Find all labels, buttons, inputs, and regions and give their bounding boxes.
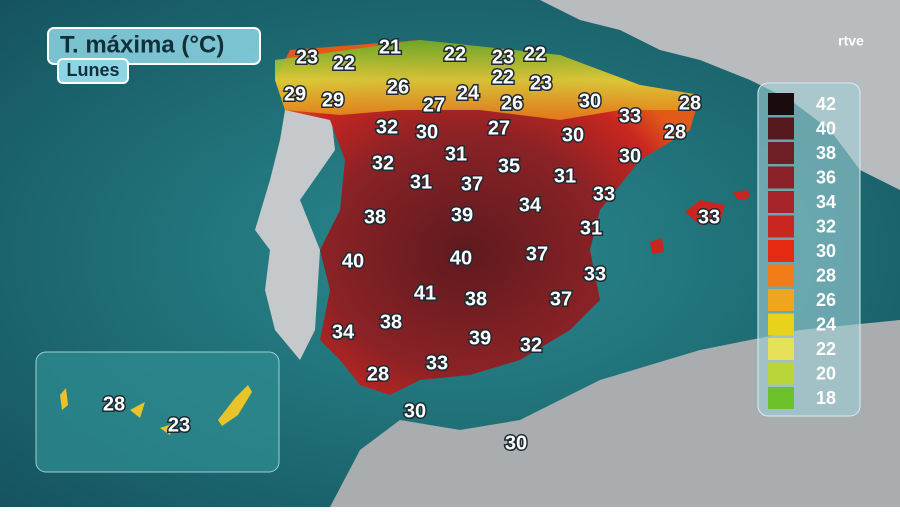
legend-label: 38 xyxy=(816,143,836,163)
temperature-label: 31 xyxy=(410,171,432,193)
temperature-label: 33 xyxy=(593,183,615,205)
legend-swatch xyxy=(768,338,794,360)
ibiza xyxy=(650,238,664,254)
legend-label: 22 xyxy=(816,339,836,359)
temperature-label: 34 xyxy=(519,194,542,216)
legend-swatch xyxy=(768,240,794,262)
spain-north xyxy=(275,40,700,120)
temperature-label: 31 xyxy=(445,143,467,165)
legend-swatch xyxy=(768,142,794,164)
menorca xyxy=(733,190,750,200)
legend-label: 34 xyxy=(816,192,836,212)
legend-swatch xyxy=(768,215,794,238)
temperature-label: 32 xyxy=(376,116,398,138)
temperature-label: 28 xyxy=(679,92,701,114)
temperature-label: 22 xyxy=(444,43,466,65)
temperature-label: 23 xyxy=(492,46,514,68)
temperature-label: 23 xyxy=(168,414,190,436)
temperature-label: 34 xyxy=(332,321,355,343)
legend-label: 24 xyxy=(816,314,836,334)
temperature-label: 38 xyxy=(364,206,386,228)
legend-swatch xyxy=(768,313,794,336)
legend-swatch xyxy=(768,289,794,311)
temperature-label: 37 xyxy=(550,288,572,310)
legend-label: 32 xyxy=(816,216,836,236)
legend-swatch xyxy=(768,387,794,409)
temperature-label: 23 xyxy=(296,46,318,68)
temperature-label: 30 xyxy=(416,121,438,143)
temperature-label: 24 xyxy=(457,82,480,104)
legend-label: 28 xyxy=(816,265,836,285)
temperature-label: 30 xyxy=(579,90,601,112)
portugal xyxy=(255,105,335,360)
france xyxy=(540,0,900,190)
temperature-label: 33 xyxy=(584,263,606,285)
temperature-label: 28 xyxy=(367,363,389,385)
temperature-label: 31 xyxy=(580,217,602,239)
temperature-label: 38 xyxy=(465,288,487,310)
temperature-label: 22 xyxy=(524,43,546,65)
temperature-label: 29 xyxy=(322,89,344,111)
legend-swatch xyxy=(768,264,794,287)
temperature-label: 39 xyxy=(451,204,473,226)
mallorca xyxy=(685,200,725,225)
temperature-label: 39 xyxy=(469,327,491,349)
temperature-label: 33 xyxy=(426,352,448,374)
temperature-label: 37 xyxy=(461,173,483,195)
legend-swatch xyxy=(768,93,794,115)
legend-swatch xyxy=(768,191,794,213)
temperature-label: 30 xyxy=(404,400,426,422)
temperature-label: 22 xyxy=(333,52,355,74)
temperature-label: 23 xyxy=(530,72,552,94)
legend-swatch xyxy=(768,362,794,385)
canary-inset xyxy=(35,351,280,473)
title-box xyxy=(47,27,261,65)
temperature-label: 26 xyxy=(501,92,523,114)
day-box xyxy=(57,58,129,84)
legend-label: 36 xyxy=(816,167,836,187)
temperature-label: 33 xyxy=(698,206,720,228)
temperature-label: 22 xyxy=(492,66,514,88)
temperature-label: 30 xyxy=(562,124,584,146)
temperature-label: 26 xyxy=(387,76,409,98)
temperature-label: 28 xyxy=(664,121,686,143)
temperature-label: 30 xyxy=(505,432,527,454)
temperature-label: 32 xyxy=(372,152,394,174)
legend-swatch xyxy=(768,166,794,189)
temperature-label: 41 xyxy=(414,282,436,304)
temperature-label: 40 xyxy=(450,247,472,269)
temperature-label: 38 xyxy=(380,311,402,333)
temperature-label: 31 xyxy=(554,165,576,187)
legend-label: 20 xyxy=(816,363,836,383)
day: Lunes xyxy=(66,60,119,80)
temperature-label: 37 xyxy=(526,243,548,265)
temperature-label: 27 xyxy=(488,117,510,139)
legend-swatch xyxy=(768,117,794,140)
temperature-label: 35 xyxy=(498,155,520,177)
title: T. máxima (°C) xyxy=(60,31,224,58)
legend-label: 18 xyxy=(816,388,836,408)
legend-label: 42 xyxy=(816,94,836,114)
legend-label: 30 xyxy=(816,241,836,261)
spain xyxy=(275,40,700,395)
temperature-label: 28 xyxy=(103,393,125,415)
temperature-label: 21 xyxy=(379,36,401,58)
temperature-label: 32 xyxy=(520,334,542,356)
logo: rtve xyxy=(838,33,864,49)
temperature-label: 30 xyxy=(619,145,641,167)
temperature-label: 33 xyxy=(619,105,641,127)
temperature-label: 29 xyxy=(284,83,306,105)
legend-label: 40 xyxy=(816,118,836,138)
temperature-label: 40 xyxy=(342,250,364,272)
temperature-label: 27 xyxy=(423,94,445,116)
legend-label: 26 xyxy=(816,290,836,310)
